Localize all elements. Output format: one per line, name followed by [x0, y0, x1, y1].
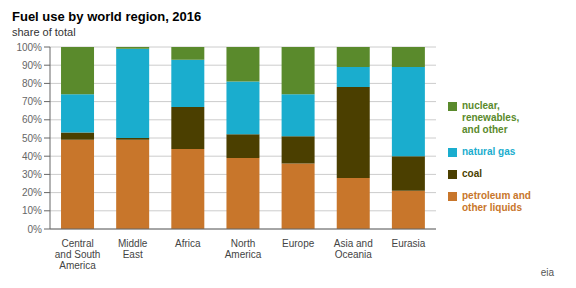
svg-text:60%: 60% [22, 114, 42, 125]
html-text:Fuel use by world region, 2016: Fuel use by world region, 2016 [12, 9, 202, 24]
svg-text:90%: 90% [22, 60, 42, 71]
svg-text:MiddleEast: MiddleEast [118, 238, 148, 260]
svg-text:100%: 100% [16, 42, 42, 53]
html-text:petroleum and other liquids: petroleum and other liquids [462, 190, 531, 213]
svg-text:70%: 70% [22, 96, 42, 107]
svg-text:20%: 20% [22, 187, 42, 198]
svg-text:0%: 0% [28, 224, 43, 235]
svg-text:80%: 80% [22, 78, 42, 89]
svg-text:Eurasia: Eurasia [391, 238, 425, 249]
svg-text:30%: 30% [22, 169, 42, 180]
svg-text:NorthAmerica: NorthAmerica [225, 238, 262, 260]
html-text:share of total: share of total [12, 26, 76, 38]
svg-text:50%: 50% [22, 133, 42, 144]
html-text:eia: eia [540, 267, 554, 278]
svg-text:Asia andOceania: Asia andOceania [334, 238, 373, 260]
html-text:natural gas: natural gas [462, 146, 516, 157]
svg-text:40%: 40% [22, 151, 42, 162]
svg-text:Centraland SouthAmerica: Centraland SouthAmerica [55, 238, 101, 271]
svg-text:Africa: Africa [175, 238, 201, 249]
html-text:coal: coal [462, 168, 482, 179]
svg-text:Europe: Europe [282, 238, 315, 249]
svg-text:10%: 10% [22, 205, 42, 216]
html-text:nuclear, renewables, and other: nuclear, renewables, and other [462, 100, 520, 135]
